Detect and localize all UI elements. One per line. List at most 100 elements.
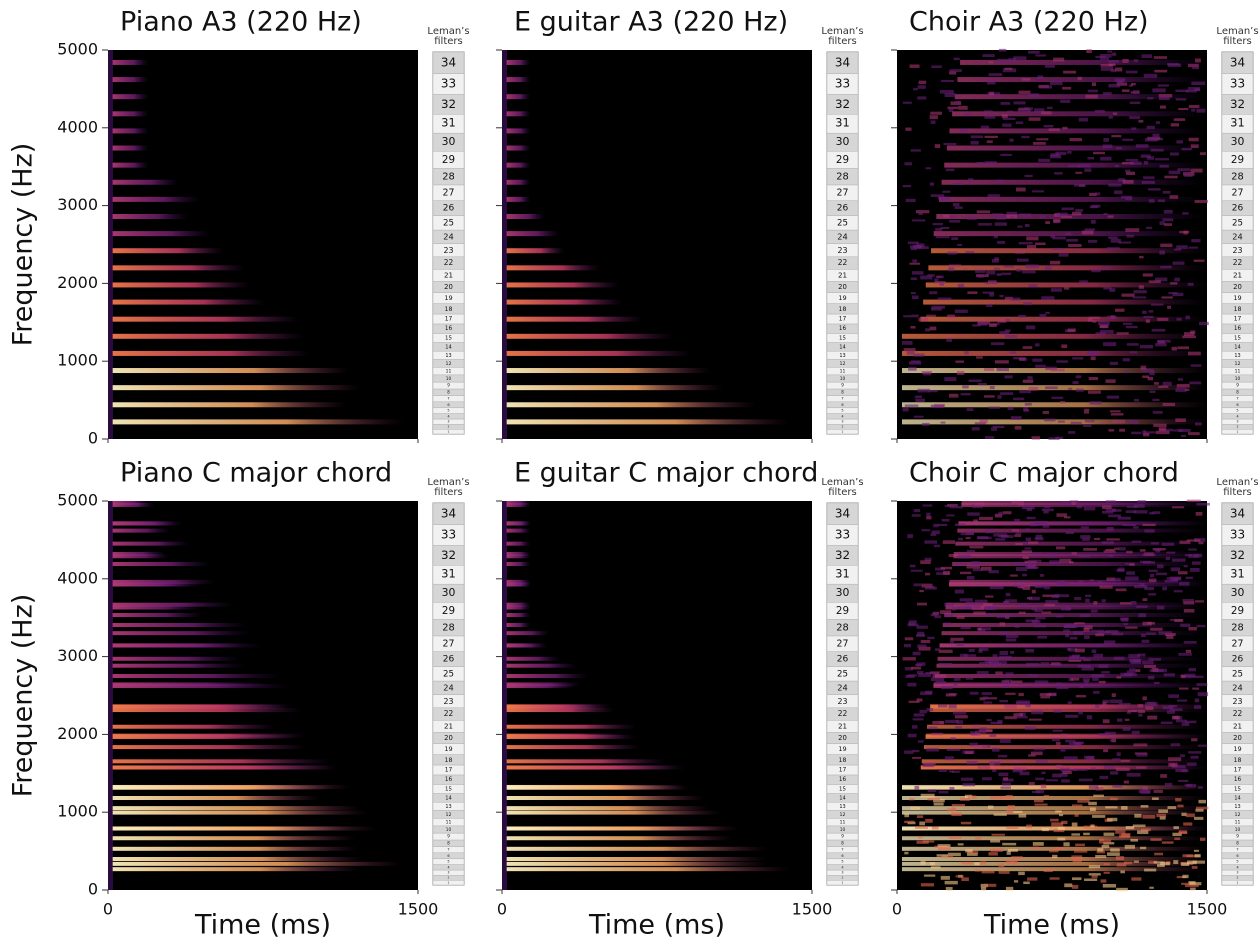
spectrogram — [502, 500, 812, 890]
noise — [997, 240, 1006, 244]
noise — [1188, 137, 1199, 142]
noise — [1040, 784, 1047, 789]
noise — [966, 852, 978, 856]
noise — [1091, 204, 1101, 208]
noise — [1043, 125, 1054, 128]
filter-number: 14 — [1234, 344, 1241, 350]
noise — [968, 648, 975, 652]
noise — [1089, 579, 1094, 582]
noise — [1044, 418, 1056, 422]
filter-number: 16 — [1234, 777, 1242, 783]
noise — [1071, 822, 1078, 827]
noise — [1125, 228, 1140, 232]
noise — [942, 540, 956, 544]
noise — [1028, 718, 1042, 721]
noise — [1015, 250, 1025, 254]
noise — [1051, 368, 1065, 372]
filter-number: 19 — [444, 745, 452, 753]
harmonic — [112, 196, 200, 202]
noise — [1073, 622, 1085, 625]
noise — [1020, 585, 1031, 589]
noise — [989, 91, 994, 96]
noise — [1148, 658, 1161, 661]
noise — [960, 626, 971, 630]
noise — [1099, 585, 1113, 589]
noise — [1121, 293, 1135, 297]
noise — [1116, 569, 1125, 572]
harmonic — [946, 145, 1207, 151]
noise — [1084, 168, 1092, 172]
noise — [1004, 716, 1017, 720]
noise — [997, 759, 1003, 763]
harmonic — [506, 745, 641, 750]
noise — [1045, 779, 1059, 782]
noise — [1077, 799, 1090, 803]
noise — [1092, 320, 1097, 323]
spectrogram-background — [502, 501, 812, 890]
filter-number: 22 — [1233, 709, 1243, 718]
noise — [1132, 296, 1147, 299]
filter-number: 30 — [836, 586, 850, 599]
noise — [971, 427, 980, 431]
noise — [1050, 234, 1055, 239]
noise — [907, 534, 913, 539]
noise — [1061, 207, 1074, 211]
noise — [1113, 656, 1125, 660]
noise — [949, 393, 959, 398]
noise — [1125, 826, 1135, 830]
harmonic — [506, 613, 531, 618]
noise — [1038, 158, 1051, 163]
noise — [1186, 499, 1201, 503]
filter-number: 3 — [448, 420, 450, 424]
noise — [1010, 574, 1018, 577]
noise — [1105, 500, 1116, 503]
noise — [1147, 715, 1158, 720]
noise — [1121, 806, 1128, 810]
noise — [980, 861, 987, 865]
noise — [993, 533, 1008, 537]
noise — [1135, 144, 1149, 148]
noise — [914, 395, 922, 399]
onset — [897, 50, 902, 439]
filter-number: 9 — [841, 383, 844, 388]
noise — [1031, 606, 1038, 611]
noise — [1142, 523, 1156, 527]
noise — [1175, 89, 1189, 93]
noise — [1126, 343, 1139, 346]
noise — [1018, 90, 1031, 95]
harmonic — [506, 674, 589, 679]
noise — [1052, 729, 1063, 732]
noise — [1010, 216, 1015, 219]
noise — [952, 182, 964, 186]
noise — [1125, 169, 1131, 173]
noise — [980, 125, 990, 129]
noise — [903, 348, 916, 352]
noise — [1108, 60, 1120, 63]
noise — [1106, 395, 1120, 399]
noise — [1061, 779, 1070, 783]
noise — [988, 805, 994, 809]
harmonic — [506, 796, 705, 801]
noise — [967, 291, 978, 295]
noise — [926, 708, 934, 712]
noise — [1000, 101, 1011, 105]
noise — [954, 523, 966, 526]
noise — [1136, 605, 1148, 608]
noise — [920, 275, 933, 280]
noise — [976, 210, 990, 214]
filter-number: 34 — [835, 55, 850, 69]
filter-number: 7 — [1236, 397, 1239, 401]
noise — [1188, 104, 1200, 109]
filter-number: 13 — [839, 804, 845, 810]
noise — [1003, 511, 1012, 515]
harmonic — [112, 796, 320, 801]
noise — [1000, 153, 1012, 157]
noise — [986, 270, 996, 275]
noise — [1173, 590, 1183, 593]
noise — [1115, 308, 1125, 312]
noise — [918, 673, 932, 677]
noise — [1025, 528, 1030, 531]
panel-title: E guitar C major chord — [514, 458, 818, 489]
noise — [1148, 569, 1158, 572]
filter-band — [826, 51, 859, 74]
